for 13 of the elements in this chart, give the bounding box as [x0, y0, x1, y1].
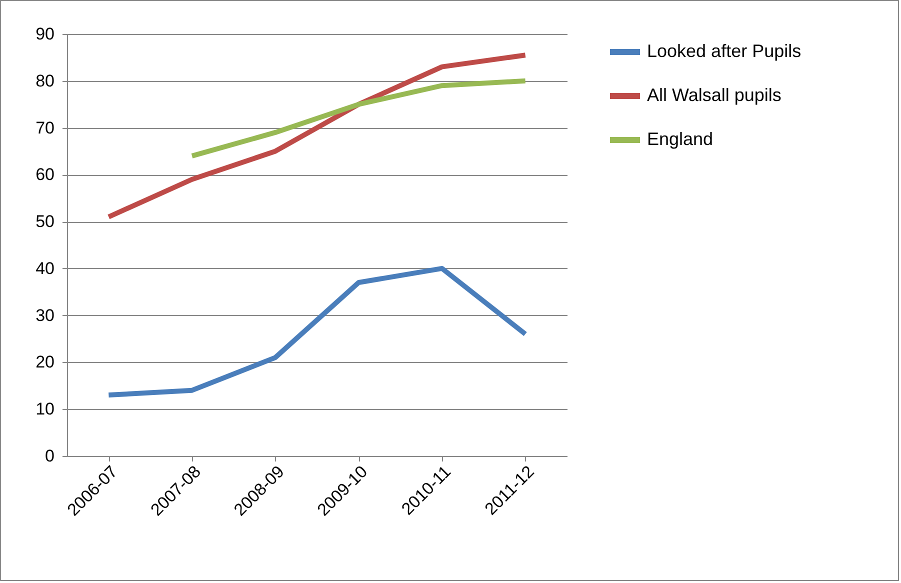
y-tick-label: 10	[36, 400, 54, 419]
legend-label: Looked after Pupils	[647, 41, 802, 61]
y-tick-label: 0	[45, 446, 54, 466]
y-tick-label: 30	[36, 306, 54, 325]
y-tick-label: 40	[36, 258, 54, 278]
y-tick-label: 20	[36, 352, 54, 372]
legend-label: All Walsall pupils	[647, 85, 782, 105]
y-tick-label: 60	[36, 165, 54, 184]
y-tick-label: 70	[36, 118, 54, 138]
y-tick-label: 50	[36, 212, 54, 232]
y-tick-label: 90	[36, 24, 54, 44]
legend-label: England	[647, 129, 714, 149]
y-tick-label: 80	[36, 71, 54, 90]
